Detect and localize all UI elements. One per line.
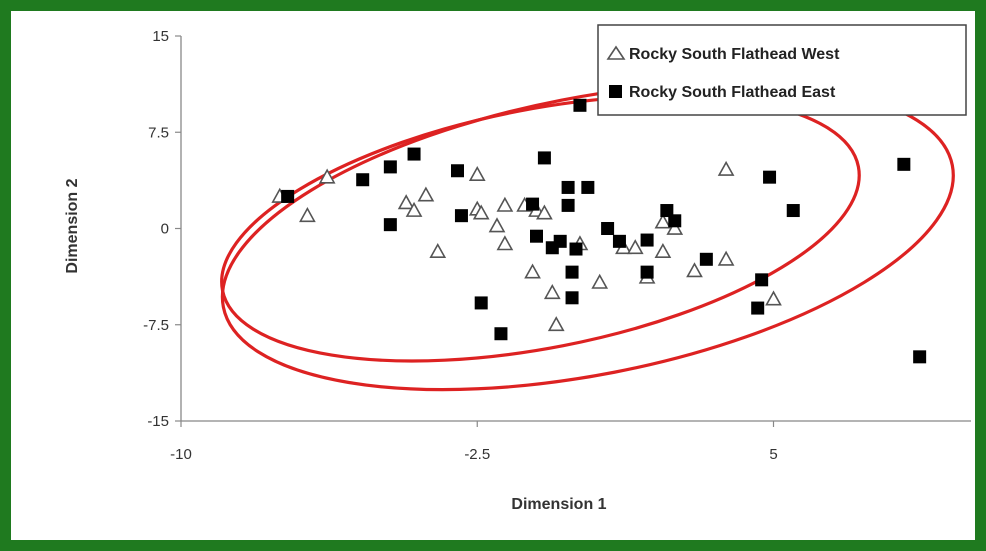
point-east bbox=[751, 301, 765, 315]
point-east bbox=[454, 209, 468, 223]
point-east bbox=[281, 189, 295, 203]
point-east bbox=[786, 204, 800, 218]
point-east bbox=[565, 265, 579, 279]
point-east bbox=[494, 327, 508, 341]
point-east bbox=[407, 147, 421, 161]
point-east bbox=[612, 234, 626, 248]
point-east bbox=[565, 291, 579, 305]
point-east bbox=[553, 234, 567, 248]
point-east bbox=[699, 252, 713, 266]
point-east bbox=[561, 198, 575, 212]
point-east bbox=[451, 164, 464, 178]
y-tick-label: -7.5 bbox=[143, 317, 169, 334]
point-east bbox=[537, 151, 551, 165]
point-east bbox=[763, 170, 777, 184]
ellipses-layer bbox=[220, 81, 955, 392]
y-tick-label: 0 bbox=[161, 221, 169, 238]
point-east bbox=[569, 242, 583, 256]
point-west bbox=[686, 262, 703, 278]
legend-marker-west bbox=[606, 45, 626, 60]
point-west bbox=[626, 239, 644, 255]
point-east bbox=[640, 233, 654, 247]
point-east bbox=[601, 222, 615, 235]
legend-marker-east bbox=[609, 85, 622, 98]
point-east bbox=[897, 157, 911, 171]
points-layer bbox=[271, 98, 927, 364]
point-west bbox=[543, 284, 561, 300]
y-tick-label: 15 bbox=[152, 28, 169, 45]
point-west bbox=[654, 213, 672, 229]
legend-label-west: Rocky South Flathead West bbox=[629, 46, 840, 63]
y-axis-title: Dimension 2 bbox=[64, 178, 81, 273]
point-west bbox=[405, 201, 423, 217]
point-west bbox=[654, 242, 672, 258]
point-west bbox=[299, 207, 316, 223]
point-east bbox=[530, 229, 543, 243]
legend-label-east: Rocky South Flathead East bbox=[629, 84, 836, 101]
point-west bbox=[666, 219, 684, 235]
x-axis-title: Dimension 1 bbox=[511, 496, 606, 513]
point-east bbox=[356, 173, 370, 187]
point-west bbox=[488, 217, 506, 233]
point-east bbox=[474, 296, 488, 310]
x-tick-label: -10 bbox=[170, 446, 192, 463]
point-west bbox=[524, 263, 541, 279]
x-tick-label: -2.5 bbox=[464, 446, 490, 463]
point-west bbox=[468, 165, 486, 181]
point-east bbox=[640, 265, 654, 279]
point-west bbox=[496, 196, 514, 212]
point-east bbox=[668, 214, 682, 228]
point-east bbox=[573, 98, 587, 112]
point-east bbox=[660, 204, 674, 218]
point-east bbox=[383, 218, 397, 232]
point-west bbox=[472, 204, 490, 220]
point-west bbox=[717, 250, 735, 266]
point-east bbox=[561, 180, 575, 194]
point-west bbox=[318, 168, 336, 184]
point-west bbox=[496, 235, 514, 251]
point-west bbox=[765, 290, 782, 306]
point-east bbox=[581, 180, 595, 194]
x-tick-label: 5 bbox=[769, 446, 777, 463]
axes-layer: 15 7.5 0 -7.5 -15-10 -2.5 5 bbox=[143, 28, 971, 463]
point-west bbox=[429, 242, 447, 258]
point-east bbox=[913, 350, 927, 364]
point-west bbox=[397, 194, 415, 210]
y-tick-label: 7.5 bbox=[148, 124, 169, 141]
point-east bbox=[526, 197, 540, 211]
legend-box bbox=[597, 24, 967, 116]
confidence-ellipse-east bbox=[220, 81, 955, 392]
y-tick-label: -15 bbox=[147, 413, 169, 430]
point-west bbox=[591, 273, 609, 289]
point-east bbox=[383, 160, 397, 174]
scatter-chart: 15 7.5 0 -7.5 -15-10 -2.5 5 Dimension 1 Dimens… bbox=[64, 24, 971, 513]
point-west bbox=[547, 316, 565, 332]
chart-frame: 15 7.5 0 -7.5 -15 -10 -2.5 5 Dimension 1 Dimens… bbox=[10, 10, 976, 541]
point-west bbox=[417, 186, 435, 202]
legend: Rocky South Flathead West Rocky South Fl… bbox=[597, 24, 967, 116]
point-east bbox=[755, 273, 769, 287]
point-west bbox=[536, 204, 553, 220]
point-west bbox=[717, 160, 735, 176]
